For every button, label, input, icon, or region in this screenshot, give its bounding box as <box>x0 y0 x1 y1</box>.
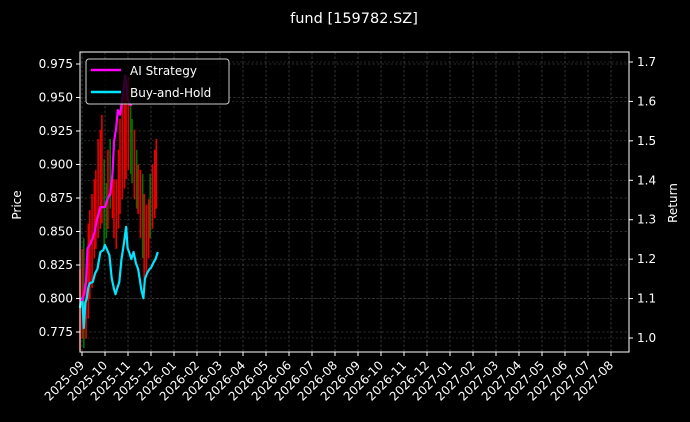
y-axis-left-title: Price <box>10 190 24 219</box>
y-axis-left: 0.775 0.800 0.825 0.850 0.875 0.900 0.925 0.950… <box>39 57 80 339</box>
y-left-tick-label: 0.775 <box>39 325 73 339</box>
y-right-tick-label: 1.2 <box>637 252 656 266</box>
y-right-tick-label: 1.3 <box>637 213 656 227</box>
y-left-tick-label: 0.950 <box>39 91 73 105</box>
y-right-tick-label: 1.4 <box>637 173 656 187</box>
y-left-tick-label: 0.900 <box>39 158 73 172</box>
chart-title: fund [159782.SZ] <box>290 11 418 27</box>
y-right-tick-label: 1.5 <box>637 134 656 148</box>
y-left-tick-label: 0.800 <box>39 292 73 306</box>
y-left-tick-label: 0.825 <box>39 258 73 272</box>
y-left-tick-label: 0.875 <box>39 191 73 205</box>
legend-label-ai-strategy: AI Strategy <box>130 64 197 78</box>
y-right-tick-label: 1.1 <box>637 292 656 306</box>
y-right-tick-label: 1.6 <box>637 94 656 108</box>
y-axis-right-title: Return <box>666 183 680 223</box>
legend-box <box>85 58 230 105</box>
series-line-buy-and-hold <box>78 225 159 330</box>
y-left-tick-label: 0.925 <box>39 124 73 138</box>
y-left-tick-label: 0.975 <box>39 57 73 71</box>
legend: AI Strategy Buy-and-Hold <box>85 58 230 105</box>
legend-label-buy-and-hold: Buy-and-Hold <box>130 86 211 100</box>
y-right-tick-label: 1.0 <box>637 331 656 345</box>
y-left-tick-label: 0.850 <box>39 225 73 239</box>
y-right-tick-label: 1.7 <box>637 55 656 69</box>
plot-frame <box>79 51 630 353</box>
y-axis-right: 1.0 1.1 1.2 1.3 1.4 1.5 1.6 1.7 <box>629 55 656 345</box>
